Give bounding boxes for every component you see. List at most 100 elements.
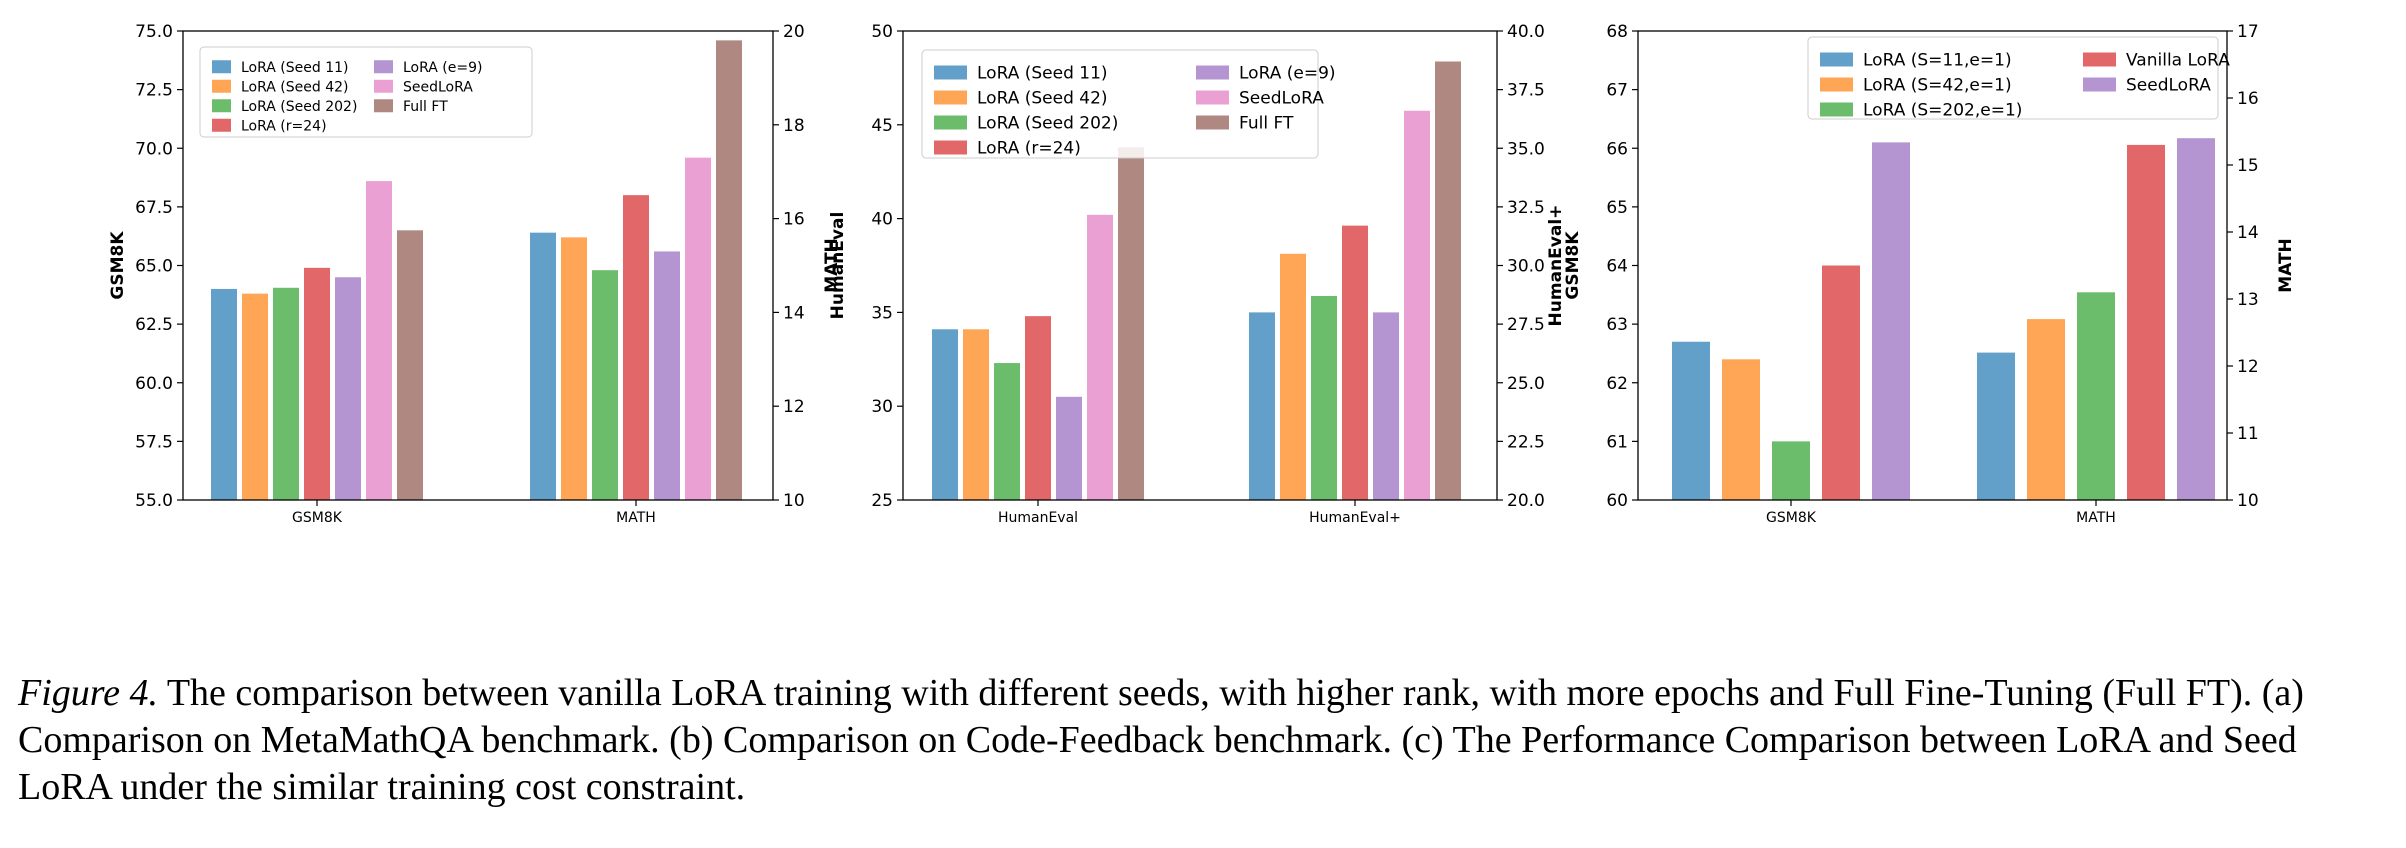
legend-swatch <box>2083 52 2116 67</box>
y-tick-label-right: 10 <box>2237 491 2259 511</box>
y-tick-label-left: 62 <box>1606 374 1628 394</box>
bar-math-5 <box>2177 138 2215 500</box>
bar-gsm8k-3 <box>273 287 299 500</box>
figure-caption: Figure 4. The comparison between vanilla… <box>18 670 2398 811</box>
x-tick-label: GSM8K <box>1766 510 1817 526</box>
legend-swatch <box>2083 77 2116 92</box>
y-tick-label-right: 12 <box>783 397 805 417</box>
bar-gsm8k-7 <box>397 230 423 500</box>
legend-entry-label: LoRA (Seed 42) <box>241 79 349 95</box>
bar-math-4 <box>2127 144 2165 500</box>
y-tick-label-left: 60.0 <box>135 374 173 394</box>
figure-charts: 55.0 57.5 60.0 62.5 65.0 67.5 70.0 72.5 75.0 10 12… <box>108 22 2296 526</box>
y-tick-label-right: 13 <box>2237 290 2259 310</box>
legend-entry-label: LoRA (Seed 11) <box>241 60 349 76</box>
legend-swatch <box>374 79 393 93</box>
y-tick-label-right: 17 <box>2237 22 2259 42</box>
x-tick-label: MATH <box>616 510 656 526</box>
bar-gsm8k-2 <box>1722 359 1760 500</box>
legend-entry-label: LoRA (e=9) <box>403 60 482 76</box>
bar-math-4 <box>623 195 649 500</box>
legend-swatch <box>934 90 967 105</box>
y-tick-label-right: 32.5 <box>1507 198 1545 218</box>
y-tick-label-right: 40.0 <box>1507 22 1545 42</box>
y-tick-label-left: 63 <box>1606 315 1628 335</box>
y-tick-label-left: 62.5 <box>135 315 173 335</box>
bar-math-1 <box>530 232 556 501</box>
bar-math-3 <box>592 270 618 500</box>
legend-entry-label: SeedLoRA <box>403 79 473 95</box>
x-tick-label: MATH <box>2076 510 2116 526</box>
y-tick-label-right: 35.0 <box>1507 139 1545 159</box>
legend-entry-label: LoRA (e=9) <box>1239 64 1336 84</box>
legend-swatch <box>934 115 967 130</box>
legend-swatch <box>212 118 231 132</box>
y-tick-label-left: 50 <box>871 22 893 42</box>
y-tick-label-right: 15 <box>2237 156 2259 176</box>
legend-swatch <box>1196 65 1229 80</box>
y-axis-label-left: GSM8K <box>1563 231 1583 300</box>
y-tick-label-left: 55.0 <box>135 491 173 511</box>
legend-swatch <box>374 99 393 113</box>
bar-math-5 <box>654 251 680 500</box>
y-tick-label-left: 40 <box>871 210 893 230</box>
bar-math-6 <box>685 157 711 500</box>
legend-entry-label: Full FT <box>403 99 448 115</box>
bar-humaneval-7 <box>1435 61 1461 501</box>
y-tick-label-right: 30.0 <box>1507 257 1545 277</box>
chart-panel-1: 55.0 57.5 60.0 62.5 65.0 67.5 70.0 72.5 75.0 10 12… <box>108 22 842 526</box>
legend-entry-label: Vanilla LoRA <box>2126 51 2230 71</box>
legend-entry-label: LoRA (Seed 42) <box>977 89 1108 109</box>
bar-humaneval-5 <box>1373 312 1399 500</box>
legend-swatch <box>374 60 393 74</box>
bar-gsm8k-1 <box>211 288 237 500</box>
y-tick-label-left: 66 <box>1606 139 1628 159</box>
bar-math-1 <box>1977 352 2015 500</box>
bar-math-3 <box>2077 292 2115 500</box>
caption-label: Figure 4. <box>18 672 159 714</box>
legend-entry-label: LoRA (Seed 202) <box>241 99 357 115</box>
y-tick-label-right: 22.5 <box>1507 432 1545 452</box>
legend-entry-label: SeedLoRA <box>1239 89 1324 109</box>
y-tick-label-left: 25 <box>871 491 893 511</box>
y-tick-label-left: 75.0 <box>135 22 173 42</box>
legend-swatch <box>1196 90 1229 105</box>
y-tick-label-left: 61 <box>1606 432 1628 452</box>
legend-swatch <box>212 60 231 74</box>
x-tick-label: HumanEval+ <box>1309 510 1401 526</box>
y-tick-label-right: 16 <box>783 210 805 230</box>
y-tick-label-left: 35 <box>871 303 893 323</box>
y-axis-label-left: HumanEval <box>828 212 848 320</box>
x-tick-label: HumanEval <box>998 510 1078 526</box>
y-tick-label-left: 67.5 <box>135 198 173 218</box>
legend-entry-label: LoRA (S=11,e=1) <box>1863 51 2012 71</box>
bar-humaneval-4 <box>1025 316 1051 500</box>
legend-entry-label: LoRA (Seed 202) <box>977 114 1118 134</box>
bar-humaneval-6 <box>1404 110 1430 500</box>
y-axis-label-right: MATH <box>822 238 842 293</box>
bar-gsm8k-5 <box>335 277 361 500</box>
y-axis-label-left: GSM8K <box>108 231 128 300</box>
bar-math-2 <box>2027 319 2065 500</box>
bar-humaneval-2 <box>963 329 989 500</box>
y-tick-label-right: 37.5 <box>1507 81 1545 101</box>
y-tick-label-right: 12 <box>2237 357 2259 377</box>
legend-entry-label: LoRA (S=42,e=1) <box>1863 76 2012 96</box>
y-axis-label-right: MATH <box>2276 238 2296 293</box>
x-tick-label: GSM8K <box>292 510 343 526</box>
legend-swatch <box>1820 77 1853 92</box>
legend-swatch <box>212 99 231 113</box>
bar-humaneval-1 <box>1249 312 1275 500</box>
bar-humaneval-4 <box>1342 225 1368 500</box>
y-tick-label-left: 60 <box>1606 491 1628 511</box>
y-tick-label-left: 65.0 <box>135 257 173 277</box>
bar-humaneval-5 <box>1056 396 1082 500</box>
bar-gsm8k-2 <box>242 293 268 500</box>
chart-panel-3: 60 61 62 63 64 65 66 67 68 10 11 12 13 14 15 16 17 GSM8K M… <box>1563 22 2296 526</box>
bar-math-2 <box>561 237 587 501</box>
y-tick-label-right: 27.5 <box>1507 315 1545 335</box>
y-tick-label-left: 68 <box>1606 22 1628 42</box>
legend-entry-label: LoRA (r=24) <box>241 118 327 134</box>
legend-entry-label: LoRA (Seed 11) <box>977 64 1108 84</box>
bar-humaneval-1 <box>932 329 958 500</box>
